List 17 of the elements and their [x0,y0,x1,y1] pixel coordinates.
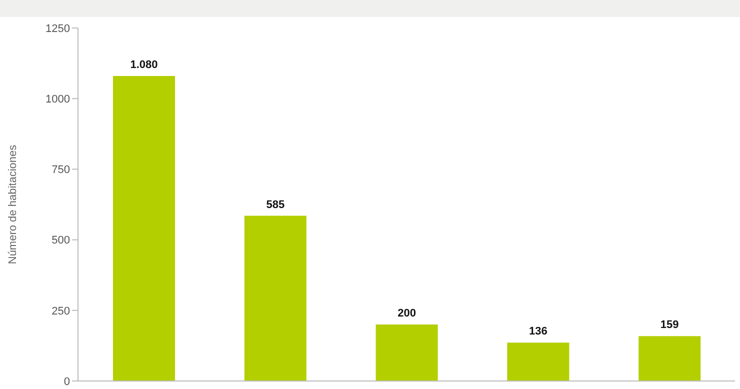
y-tick-label: 500 [52,234,70,247]
y-tick-label: 1000 [46,94,70,106]
y-tick-label: 250 [52,305,70,318]
data-label: 200 [398,308,416,320]
data-label: 585 [266,198,285,211]
bar [244,216,306,381]
data-label: 1.080 [130,59,158,72]
bar [376,324,438,381]
y-tick-label: 750 [52,164,70,176]
bar [113,76,175,381]
bar [638,336,701,381]
y-tick-label: 1250 [46,22,70,35]
data-label: 159 [660,319,679,332]
bar [507,342,570,381]
data-label: 136 [529,326,548,338]
y-tick-label: 0 [64,376,70,388]
y-axis-title: Número de habitaciones [6,144,19,264]
